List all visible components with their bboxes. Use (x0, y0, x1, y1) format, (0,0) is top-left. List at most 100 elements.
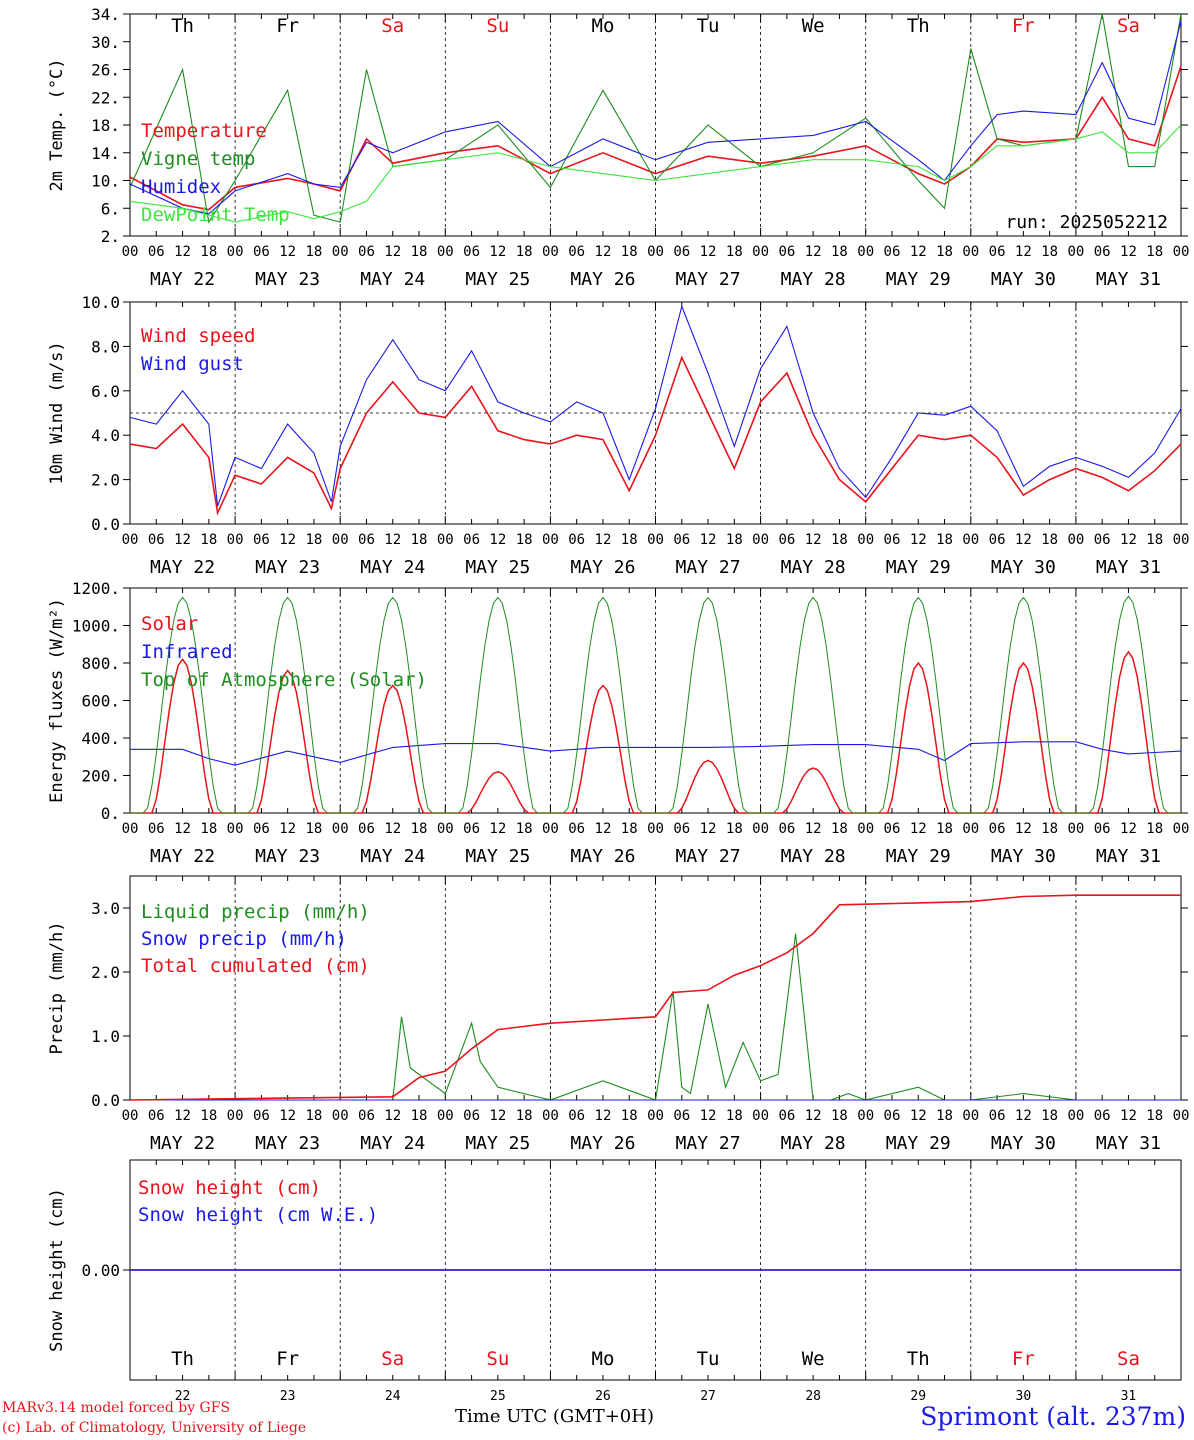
hour-tick-label: 06 (463, 1108, 480, 1124)
hour-tick-label: 06 (568, 244, 585, 260)
plot-frame (129, 587, 1182, 814)
y-tick-label: 3.0 (91, 899, 120, 918)
hour-tick-label: 12 (1015, 821, 1032, 837)
hour-tick-label: 00 (962, 532, 979, 548)
legend-entry: Snow precip (mm/h) (141, 928, 347, 950)
hour-tick-label: 12 (174, 532, 191, 548)
hour-tick-label: 00 (542, 1108, 559, 1124)
day-name: We (802, 1348, 825, 1370)
hour-tick-label: 12 (489, 821, 506, 837)
hour-tick-label: 18 (516, 821, 533, 837)
hour-tick-label: 12 (174, 1108, 191, 1124)
hour-tick-label: 18 (305, 821, 322, 837)
panel-1 (123, 13, 1188, 237)
hour-tick-label: 18 (411, 244, 428, 260)
legend-entry: Wind gust (141, 353, 244, 375)
hour-tick-label: 00 (1067, 821, 1084, 837)
hour-tick-label: 18 (1041, 244, 1058, 260)
hour-tick-label: 12 (279, 1108, 296, 1124)
hour-tick-label: 00 (122, 244, 139, 260)
hour-tick-label: 18 (516, 1108, 533, 1124)
hour-tick-label: 06 (253, 532, 270, 548)
y-tick-label: 10.0 (81, 293, 120, 312)
hour-tick-label: 00 (227, 244, 244, 260)
date-label: MAY 26 (570, 846, 635, 867)
hour-tick-label: 12 (489, 1108, 506, 1124)
hour-tick-label: 18 (831, 244, 848, 260)
date-label: MAY 25 (465, 557, 530, 578)
date-label: MAY 25 (465, 1133, 530, 1154)
date-label: MAY 31 (1096, 846, 1161, 867)
legend-entry: Wind speed (141, 325, 255, 347)
hour-tick-label: 06 (989, 821, 1006, 837)
legend-entry: Snow height (cm) (138, 1177, 321, 1199)
hour-tick-label: 12 (595, 532, 612, 548)
hour-tick-label: 12 (910, 532, 927, 548)
hour-tick-label: 18 (1041, 1108, 1058, 1124)
date-label: MAY 30 (991, 269, 1056, 290)
hour-tick-label: 00 (332, 821, 349, 837)
date-label: MAY 22 (150, 846, 215, 867)
hour-tick-label: 12 (595, 244, 612, 260)
hour-tick-label: 12 (700, 532, 717, 548)
date-label: MAY 29 (886, 1133, 951, 1154)
y-tick-label: 14. (91, 144, 120, 163)
hour-tick-label: 12 (1120, 821, 1137, 837)
date-label: MAY 29 (886, 846, 951, 867)
y-tick-label: 0. (101, 804, 120, 823)
day-name: Th (171, 15, 194, 37)
hour-tick-label: 00 (962, 244, 979, 260)
hour-tick-label: 06 (673, 1108, 690, 1124)
hour-tick-label: 06 (568, 1108, 585, 1124)
hour-tick-label: 18 (1146, 244, 1163, 260)
y-tick-label: 0.0 (91, 1091, 120, 1110)
hour-tick-label: 06 (358, 532, 375, 548)
date-label: MAY 31 (1096, 1133, 1161, 1154)
hour-tick-label: 18 (305, 244, 322, 260)
day-name: Tu (697, 15, 720, 37)
hour-tick-label: 06 (1094, 821, 1111, 837)
series-wind-speed (129, 355, 1182, 516)
hour-tick-label: 06 (463, 821, 480, 837)
hour-tick-label: 18 (411, 1108, 428, 1124)
hour-tick-label: 18 (200, 244, 217, 260)
hour-tick-label: 06 (568, 821, 585, 837)
series-humidex (129, 20, 1182, 215)
hour-tick-label: 06 (358, 821, 375, 837)
hour-tick-label: 00 (857, 244, 874, 260)
hour-tick-label: 00 (1173, 1108, 1190, 1124)
date-label: MAY 30 (991, 846, 1056, 867)
panel-5 (123, 1159, 1182, 1381)
time-axis-label: Time UTC (GMT+0H) (455, 1406, 654, 1427)
day-number: 29 (910, 1389, 926, 1404)
y-tick-label: 600. (81, 692, 120, 711)
hour-tick-label: 06 (1094, 532, 1111, 548)
hour-tick-label: 00 (752, 244, 769, 260)
hour-tick-label: 12 (805, 244, 822, 260)
day-name: Sa (381, 15, 404, 37)
y-tick-label: 0.0 (91, 515, 120, 534)
hour-tick-label: 06 (1094, 244, 1111, 260)
y-tick-label: 6.0 (91, 382, 120, 401)
hour-tick-label: 00 (542, 532, 559, 548)
hour-tick-label: 00 (1067, 1108, 1084, 1124)
day-name: Su (486, 15, 509, 37)
hour-tick-label: 18 (936, 821, 953, 837)
hour-tick-label: 18 (726, 821, 743, 837)
date-label: MAY 23 (255, 557, 320, 578)
date-label: MAY 29 (886, 269, 951, 290)
hour-tick-label: 00 (437, 532, 454, 548)
hour-tick-label: 18 (726, 532, 743, 548)
run-label: run: 2025052212 (1005, 212, 1168, 233)
hour-tick-label: 12 (174, 821, 191, 837)
date-label: MAY 31 (1096, 557, 1161, 578)
date-label: MAY 28 (781, 1133, 846, 1154)
hour-tick-label: 06 (463, 532, 480, 548)
hour-tick-label: 18 (200, 532, 217, 548)
day-name: Sa (1117, 1348, 1140, 1370)
hour-tick-label: 12 (700, 244, 717, 260)
date-label: MAY 27 (676, 1133, 741, 1154)
hour-tick-label: 06 (778, 532, 795, 548)
hour-tick-label: 00 (332, 532, 349, 548)
date-label: MAY 27 (676, 269, 741, 290)
